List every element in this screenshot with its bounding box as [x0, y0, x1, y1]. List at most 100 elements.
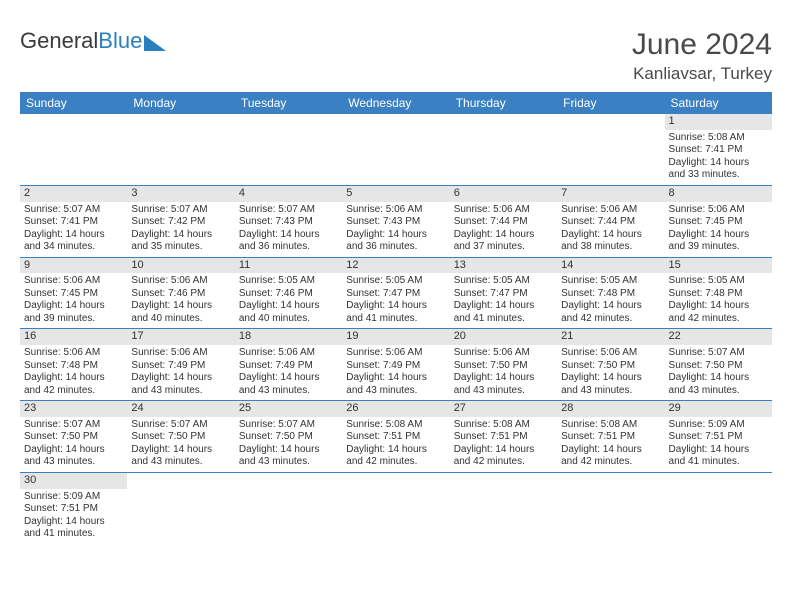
calendar-cell: 5Sunrise: 5:06 AMSunset: 7:43 PMDaylight… [342, 185, 449, 257]
day-number: 5 [342, 186, 449, 202]
calendar-cell: 20Sunrise: 5:06 AMSunset: 7:50 PMDayligh… [450, 329, 557, 401]
sunrise-text: Sunrise: 5:06 AM [239, 347, 338, 360]
daylight-text: Daylight: 14 hours [454, 372, 553, 385]
daylight-text: and 42 minutes. [561, 313, 660, 326]
calendar-cell-empty [127, 472, 234, 543]
sunrise-text: Sunrise: 5:06 AM [131, 347, 230, 360]
sunrise-text: Sunrise: 5:07 AM [239, 204, 338, 217]
daylight-text: Daylight: 14 hours [24, 516, 123, 529]
sunset-text: Sunset: 7:48 PM [669, 288, 768, 301]
daylight-text: and 40 minutes. [131, 313, 230, 326]
calendar-cell-empty [127, 114, 234, 185]
calendar-cell: 30Sunrise: 5:09 AMSunset: 7:51 PMDayligh… [20, 472, 127, 543]
sunset-text: Sunset: 7:41 PM [669, 144, 768, 157]
sunrise-text: Sunrise: 5:09 AM [24, 491, 123, 504]
sunset-text: Sunset: 7:50 PM [24, 431, 123, 444]
sunset-text: Sunset: 7:44 PM [454, 216, 553, 229]
sunset-text: Sunset: 7:46 PM [239, 288, 338, 301]
daylight-text: Daylight: 14 hours [669, 229, 768, 242]
sunrise-text: Sunrise: 5:07 AM [24, 204, 123, 217]
weekday-header-row: Sunday Monday Tuesday Wednesday Thursday… [20, 92, 772, 114]
sunset-text: Sunset: 7:50 PM [454, 360, 553, 373]
day-number: 3 [127, 186, 234, 202]
daylight-text: Daylight: 14 hours [131, 229, 230, 242]
weekday-header: Thursday [450, 92, 557, 114]
sunrise-text: Sunrise: 5:06 AM [24, 347, 123, 360]
daylight-text: and 42 minutes. [561, 456, 660, 469]
daylight-text: Daylight: 14 hours [131, 444, 230, 457]
calendar-cell: 8Sunrise: 5:06 AMSunset: 7:45 PMDaylight… [665, 185, 772, 257]
day-number: 11 [235, 258, 342, 274]
daylight-text: and 33 minutes. [669, 169, 768, 182]
daylight-text: and 43 minutes. [131, 456, 230, 469]
sunrise-text: Sunrise: 5:06 AM [454, 347, 553, 360]
daylight-text: Daylight: 14 hours [24, 444, 123, 457]
calendar-cell: 26Sunrise: 5:08 AMSunset: 7:51 PMDayligh… [342, 401, 449, 473]
sunset-text: Sunset: 7:50 PM [561, 360, 660, 373]
day-number: 6 [450, 186, 557, 202]
daylight-text: and 43 minutes. [561, 385, 660, 398]
calendar-row: 9Sunrise: 5:06 AMSunset: 7:45 PMDaylight… [20, 257, 772, 329]
calendar-cell: 11Sunrise: 5:05 AMSunset: 7:46 PMDayligh… [235, 257, 342, 329]
daylight-text: Daylight: 14 hours [131, 372, 230, 385]
daylight-text: and 40 minutes. [239, 313, 338, 326]
calendar-cell: 2Sunrise: 5:07 AMSunset: 7:41 PMDaylight… [20, 185, 127, 257]
daylight-text: Daylight: 14 hours [669, 372, 768, 385]
calendar-cell-empty [557, 472, 664, 543]
sunrise-text: Sunrise: 5:08 AM [454, 419, 553, 432]
daylight-text: Daylight: 14 hours [669, 300, 768, 313]
sunrise-text: Sunrise: 5:05 AM [346, 275, 445, 288]
day-number: 19 [342, 329, 449, 345]
daylight-text: and 43 minutes. [454, 385, 553, 398]
sunrise-text: Sunrise: 5:06 AM [346, 204, 445, 217]
daylight-text: and 37 minutes. [454, 241, 553, 254]
daylight-text: and 41 minutes. [454, 313, 553, 326]
sunset-text: Sunset: 7:51 PM [561, 431, 660, 444]
calendar-cell: 1Sunrise: 5:08 AMSunset: 7:41 PMDaylight… [665, 114, 772, 185]
brand-logo: GeneralBlue [20, 28, 166, 54]
day-number: 30 [20, 473, 127, 489]
day-number: 17 [127, 329, 234, 345]
daylight-text: Daylight: 14 hours [239, 300, 338, 313]
calendar-cell: 29Sunrise: 5:09 AMSunset: 7:51 PMDayligh… [665, 401, 772, 473]
day-number: 12 [342, 258, 449, 274]
sunrise-text: Sunrise: 5:05 AM [669, 275, 768, 288]
day-number: 18 [235, 329, 342, 345]
sunset-text: Sunset: 7:49 PM [239, 360, 338, 373]
daylight-text: and 43 minutes. [239, 456, 338, 469]
sunset-text: Sunset: 7:50 PM [131, 431, 230, 444]
calendar-cell-empty [342, 114, 449, 185]
daylight-text: Daylight: 14 hours [346, 229, 445, 242]
weekday-header: Monday [127, 92, 234, 114]
daylight-text: Daylight: 14 hours [561, 229, 660, 242]
calendar-table: Sunday Monday Tuesday Wednesday Thursday… [20, 92, 772, 544]
calendar-cell: 27Sunrise: 5:08 AMSunset: 7:51 PMDayligh… [450, 401, 557, 473]
brand-part1: General [20, 28, 98, 54]
day-number: 15 [665, 258, 772, 274]
calendar-cell-empty [450, 114, 557, 185]
brand-part2: Blue [98, 28, 142, 54]
sunrise-text: Sunrise: 5:05 AM [239, 275, 338, 288]
day-number: 28 [557, 401, 664, 417]
daylight-text: and 35 minutes. [131, 241, 230, 254]
day-number: 22 [665, 329, 772, 345]
calendar-cell: 7Sunrise: 5:06 AMSunset: 7:44 PMDaylight… [557, 185, 664, 257]
calendar-cell: 28Sunrise: 5:08 AMSunset: 7:51 PMDayligh… [557, 401, 664, 473]
calendar-cell: 17Sunrise: 5:06 AMSunset: 7:49 PMDayligh… [127, 329, 234, 401]
day-number: 27 [450, 401, 557, 417]
calendar-cell: 24Sunrise: 5:07 AMSunset: 7:50 PMDayligh… [127, 401, 234, 473]
daylight-text: and 39 minutes. [669, 241, 768, 254]
day-number: 9 [20, 258, 127, 274]
sunset-text: Sunset: 7:45 PM [669, 216, 768, 229]
daylight-text: and 36 minutes. [346, 241, 445, 254]
calendar-cell: 6Sunrise: 5:06 AMSunset: 7:44 PMDaylight… [450, 185, 557, 257]
daylight-text: Daylight: 14 hours [454, 444, 553, 457]
day-number: 26 [342, 401, 449, 417]
title-block: June 2024 Kanliavsar, Turkey [632, 28, 772, 84]
weekday-header: Saturday [665, 92, 772, 114]
daylight-text: Daylight: 14 hours [454, 229, 553, 242]
calendar-cell-empty [342, 472, 449, 543]
daylight-text: Daylight: 14 hours [669, 157, 768, 170]
sunset-text: Sunset: 7:47 PM [454, 288, 553, 301]
day-number: 1 [665, 114, 772, 130]
